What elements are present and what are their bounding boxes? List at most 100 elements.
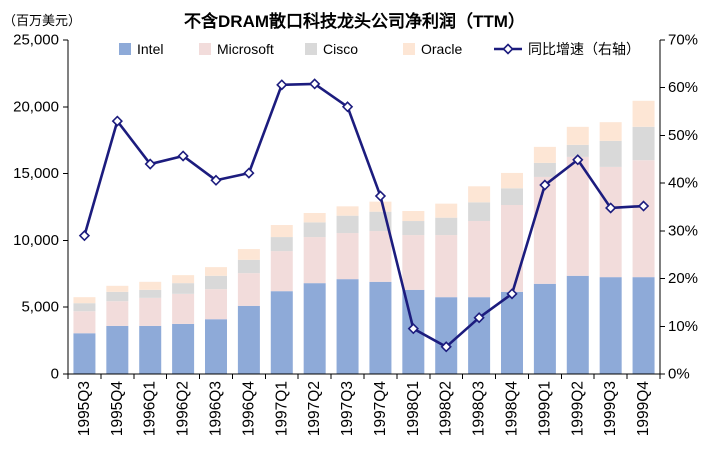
bar-microsoft-1999Q1 [533, 176, 556, 284]
bar-cisco-1997Q1 [270, 237, 293, 252]
bar-intel-1999Q4 [632, 277, 655, 374]
bar-oracle-1999Q3 [599, 122, 622, 141]
bar-microsoft-1997Q1 [270, 251, 293, 292]
y-tick-label-right: 10% [668, 318, 698, 335]
bar-oracle-1999Q2 [566, 126, 589, 145]
line-point-1997Q4 [374, 190, 387, 202]
bar-oracle-1995Q3 [73, 297, 96, 304]
bar-intel-1998Q2 [435, 297, 458, 374]
bar-oracle-1999Q1 [533, 146, 556, 163]
x-tick-label: 1998Q3 [471, 381, 488, 436]
bar-oracle-1996Q4 [237, 249, 260, 260]
y-tick-label-right: 20% [668, 270, 698, 287]
legend-swatch-oracle [403, 43, 415, 55]
line-point-1999Q2 [572, 154, 584, 166]
bar-microsoft-1998Q4 [501, 205, 523, 292]
bar-intel-1997Q1 [270, 291, 293, 374]
bar-oracle-1998Q3 [468, 186, 491, 203]
bar-cisco-1996Q2 [172, 283, 195, 294]
y-tick-label-right: 40% [668, 175, 698, 192]
x-tick-label: 1996Q2 [175, 381, 192, 436]
bar-cisco-1999Q4 [632, 126, 655, 161]
bar-cisco-1999Q3 [599, 140, 622, 167]
x-tick-label: 1998Q4 [504, 381, 521, 437]
x-tick-label: 1996Q4 [240, 381, 257, 437]
line-point-1995Q4 [111, 115, 123, 127]
bar-intel-1995Q4 [106, 325, 129, 374]
line-point-1999Q4 [637, 200, 650, 212]
line-point-1998Q1 [407, 323, 419, 335]
bar-oracle-1998Q1 [402, 211, 425, 222]
y-axis-label: （百万美元） [3, 13, 82, 28]
legend-swatch-intel [119, 43, 131, 55]
line-point-1997Q3 [341, 101, 354, 113]
x-tick-label: 1999Q3 [602, 381, 619, 436]
x-tick-label: 1995Q4 [109, 381, 126, 437]
bar-cisco-1997Q3 [336, 215, 359, 234]
bar-intel-1996Q1 [139, 325, 162, 374]
growth-line-series [78, 78, 650, 353]
bar-cisco-1995Q4 [106, 291, 129, 302]
bar-stacks [73, 100, 655, 374]
x-tick-label: 1998Q1 [405, 381, 422, 436]
bar-cisco-1996Q4 [237, 259, 260, 274]
line-point-1996Q3 [210, 174, 222, 186]
y-tick-label-right: 60% [668, 79, 698, 96]
legend-swatch-microsoft [199, 43, 211, 55]
line-point-1996Q1 [144, 158, 156, 170]
bar-intel-1997Q3 [336, 279, 359, 374]
x-tick-label: 1997Q4 [372, 381, 389, 437]
legend-line-marker [494, 43, 522, 55]
bar-oracle-1998Q2 [435, 203, 458, 218]
x-tick-label: 1997Q1 [273, 381, 290, 436]
bar-cisco-1998Q2 [435, 217, 458, 236]
chart-title: 不含DRAM散口科技龙头公司净利润（TTM） [184, 12, 525, 31]
line-point-1999Q1 [539, 179, 551, 191]
bar-microsoft-1996Q1 [139, 297, 162, 326]
legend-item-intel: Intel [119, 41, 163, 57]
bar-intel-1998Q4 [501, 291, 523, 374]
bar-cisco-1997Q2 [303, 222, 326, 238]
legend-item-microsoft: Microsoft [199, 41, 274, 57]
line-point-1999Q3 [605, 202, 617, 214]
y-tick-label-left: 5,000 [21, 299, 59, 316]
x-tick-label: 1999Q1 [536, 381, 553, 436]
bar-microsoft-1997Q3 [336, 233, 359, 280]
line-point-1997Q1 [276, 79, 288, 91]
legend-item-oracle: Oracle [403, 41, 462, 57]
bar-oracle-1997Q3 [336, 206, 359, 216]
x-tick-label: 1997Q3 [339, 381, 356, 436]
bar-intel-1996Q4 [237, 305, 260, 374]
line-point-1998Q2 [440, 341, 452, 353]
bar-microsoft-1997Q4 [369, 231, 392, 282]
line-point-1995Q3 [78, 229, 91, 242]
legend-label-oracle: Oracle [421, 41, 463, 57]
line-point-1997Q2 [309, 78, 321, 90]
bar-oracle-1999Q4 [632, 100, 655, 127]
bar-microsoft-1998Q1 [402, 235, 425, 290]
bar-microsoft-1996Q4 [237, 273, 260, 306]
bar-intel-1996Q2 [172, 323, 195, 374]
y-tick-label-left: 0 [51, 366, 59, 383]
bar-oracle-1998Q4 [501, 172, 523, 189]
legend-label-growth: 同比增速（右轴） [528, 41, 640, 57]
bar-intel-1998Q3 [468, 297, 491, 374]
x-tick-label: 1996Q1 [142, 381, 159, 436]
line-point-1998Q4 [506, 288, 518, 300]
bar-microsoft-1996Q2 [172, 293, 195, 324]
line-point-1996Q2 [177, 150, 189, 162]
bar-intel-1996Q3 [205, 319, 227, 374]
bar-oracle-1995Q4 [106, 285, 129, 292]
bar-intel-1997Q2 [303, 283, 326, 374]
legend-diamond-icon [502, 43, 514, 55]
bar-cisco-1998Q4 [501, 188, 523, 205]
bar-oracle-1997Q1 [270, 225, 293, 238]
legend-label-cisco: Cisco [323, 41, 359, 57]
bar-cisco-1999Q1 [533, 162, 556, 177]
axes [63, 39, 665, 379]
x-tick-label: 1999Q2 [569, 381, 586, 436]
y-tick-label-left: 20,000 [13, 98, 59, 115]
bar-intel-1997Q4 [369, 281, 392, 374]
bar-intel-1995Q3 [73, 333, 96, 374]
